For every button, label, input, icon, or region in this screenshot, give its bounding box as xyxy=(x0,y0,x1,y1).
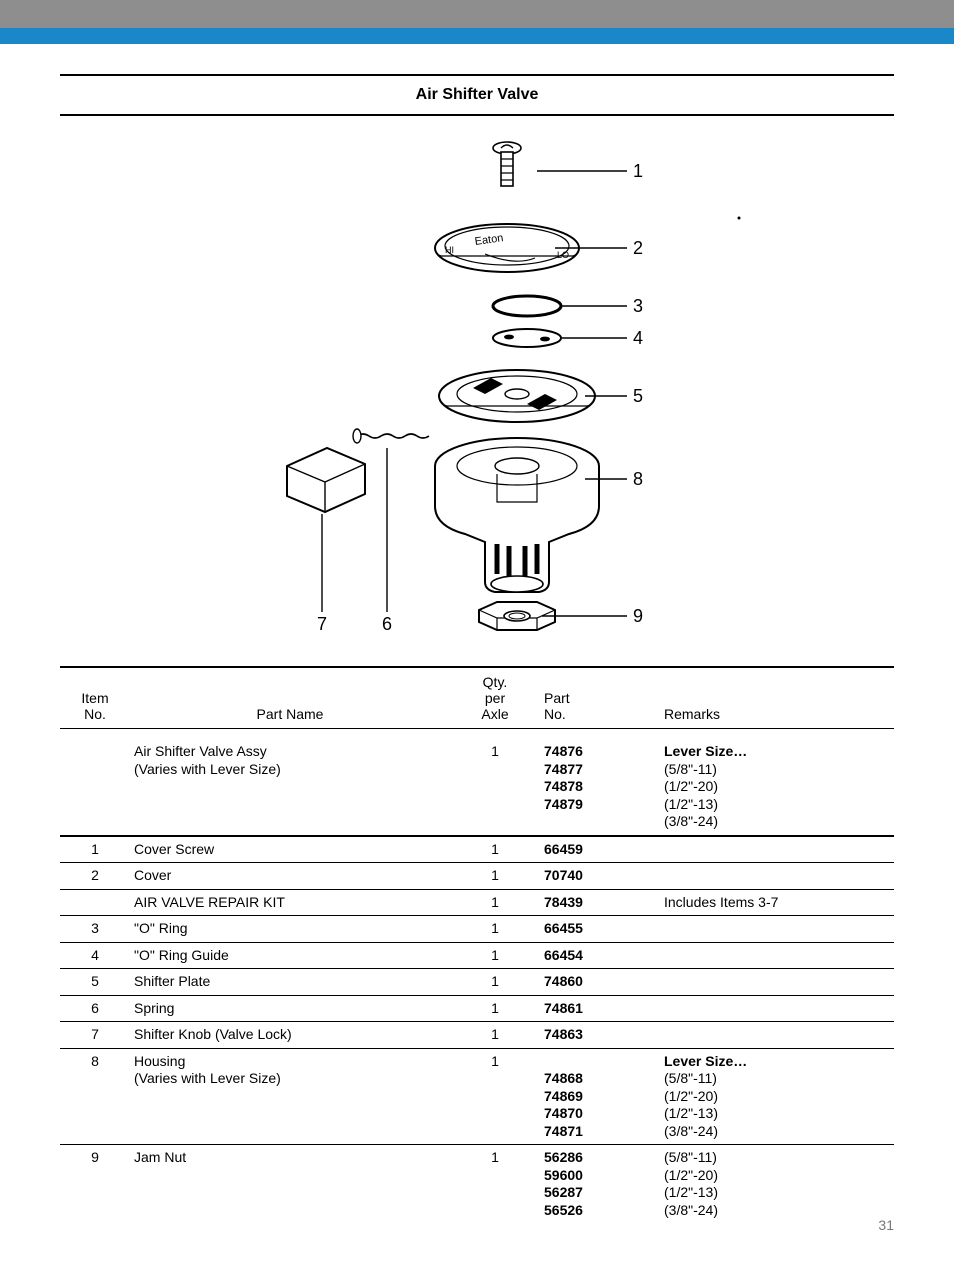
th-remarks: Remarks xyxy=(660,667,894,729)
page: Air Shifter Valve Eato xyxy=(0,0,954,1263)
svg-text:5: 5 xyxy=(633,386,643,406)
header-bar-blue xyxy=(0,28,954,44)
table-row: Air Shifter Valve Assy (Varies with Leve… xyxy=(60,729,894,836)
section-title: Air Shifter Valve xyxy=(60,76,894,114)
table-row: AIR VALVE REPAIR KIT178439Includes Items… xyxy=(60,889,894,916)
svg-text:8: 8 xyxy=(633,469,643,489)
table-row: 6Spring174861 xyxy=(60,995,894,1022)
diagram-svg: Eaton HI LO xyxy=(197,126,757,636)
table-row: 3"O" Ring166455 xyxy=(60,916,894,943)
svg-text:9: 9 xyxy=(633,606,643,626)
content-area: Air Shifter Valve Eato xyxy=(0,44,954,1263)
svg-text:3: 3 xyxy=(633,296,643,316)
svg-text:7: 7 xyxy=(317,614,327,634)
th-name: Part Name xyxy=(130,667,450,729)
svg-text:2: 2 xyxy=(633,238,643,258)
svg-text:LO: LO xyxy=(557,250,569,260)
svg-text:HI: HI xyxy=(445,245,454,255)
th-qty: Qty. per Axle xyxy=(450,667,540,729)
table-row: 1Cover Screw166459 xyxy=(60,836,894,863)
table-row: 8Housing (Varies with Lever Size)1 74868… xyxy=(60,1048,894,1145)
th-part: Part No. xyxy=(540,667,660,729)
svg-text:4: 4 xyxy=(633,328,643,348)
th-item: Item No. xyxy=(60,667,130,729)
table-row: 4"O" Ring Guide166454 xyxy=(60,942,894,969)
page-number: 31 xyxy=(878,1217,894,1233)
header-bar-grey xyxy=(0,0,954,28)
parts-table: Item No. Part Name Qty. per Axle Part No… xyxy=(60,666,894,1223)
table-row: 5Shifter Plate174860 xyxy=(60,969,894,996)
svg-text:1: 1 xyxy=(633,161,643,181)
diagram-container: Eaton HI LO xyxy=(60,116,894,666)
exploded-diagram: Eaton HI LO xyxy=(197,126,757,636)
table-row: 2Cover170740 xyxy=(60,863,894,890)
svg-text:6: 6 xyxy=(382,614,392,634)
table-row: 9Jam Nut156286 59600 56287 56526(5/8"-11… xyxy=(60,1145,894,1224)
table-row: 7Shifter Knob (Valve Lock)174863 xyxy=(60,1022,894,1049)
